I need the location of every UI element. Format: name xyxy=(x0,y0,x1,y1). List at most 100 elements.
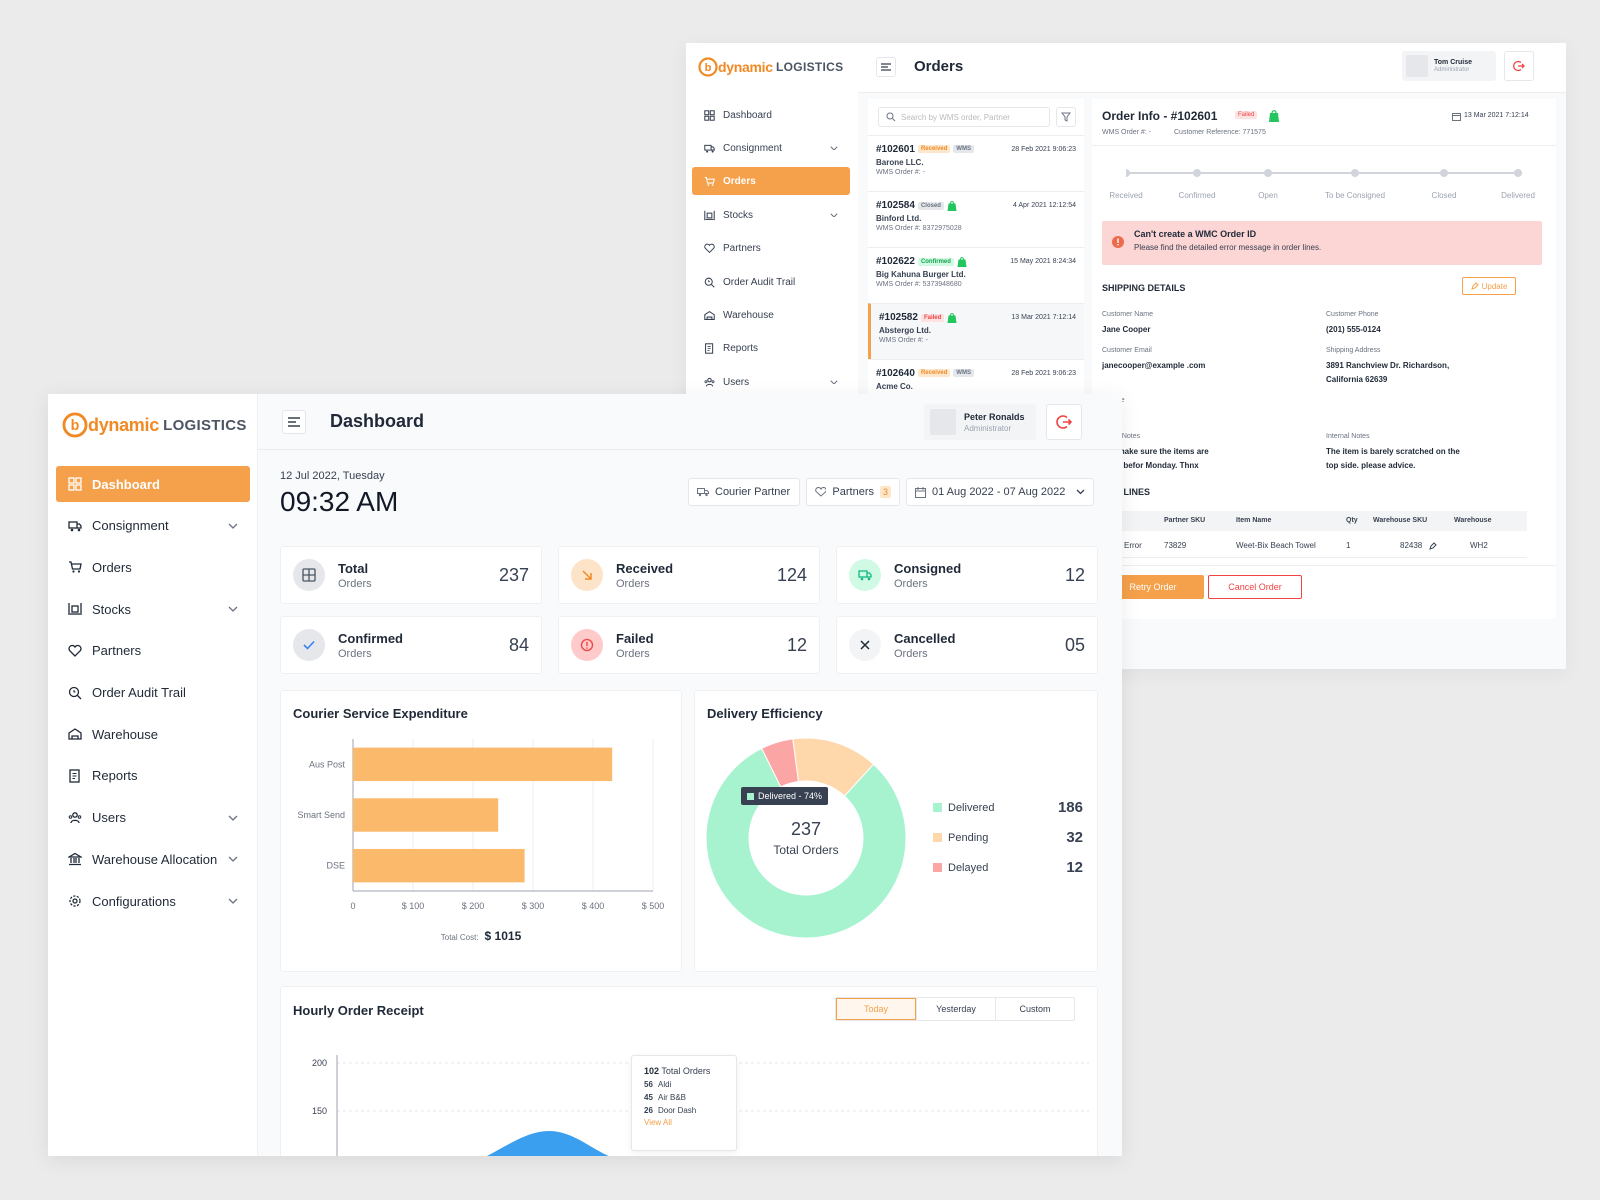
efficiency-chart-title: Delivery Efficiency xyxy=(707,706,823,721)
line-qty: 1 xyxy=(1346,541,1351,550)
sidebar-item-dashboard[interactable]: Dashboard xyxy=(692,101,850,129)
stat-card-confirmed[interactable]: Confirmed Orders 84 xyxy=(280,616,542,674)
filter-button[interactable] xyxy=(1056,107,1076,127)
order-list-item[interactable]: #102582 Failed Abstergo Ltd. WMS Order #: -… xyxy=(868,303,1084,359)
handshake-icon xyxy=(704,243,715,253)
user-profile[interactable]: Tom Cruise Administrator xyxy=(1402,51,1496,81)
sidebar-item-warehouse-allocation[interactable]: Warehouse Allocation xyxy=(56,841,250,877)
order-row-head: #102622 Confirmed xyxy=(876,256,1076,267)
sidebar-item-warehouse[interactable]: Warehouse xyxy=(692,301,850,329)
stat-card-cancelled[interactable]: Cancelled Orders 05 xyxy=(836,616,1098,674)
stat-subtitle: Orders xyxy=(338,648,372,660)
sidebar-item-order-audit-trail[interactable]: Order Audit Trail xyxy=(56,675,250,711)
error-banner: Can't create a WMC Order ID Please find … xyxy=(1102,221,1542,265)
order-list-item[interactable]: #102601 Received WMS Barone LLC. WMS Order #… xyxy=(868,135,1084,191)
shopify-icon xyxy=(1269,110,1279,122)
edit-icon[interactable] xyxy=(1428,541,1438,551)
tooltip-row-count: 56 xyxy=(644,1080,653,1089)
calendar-icon xyxy=(1452,113,1461,121)
lines-header-row xyxy=(1102,511,1527,531)
date-range-label: 01 Aug 2022 - 07 Aug 2022 xyxy=(932,486,1066,498)
order-status-badge: Received xyxy=(917,369,951,378)
stat-value: 12 xyxy=(1064,565,1085,585)
sidebar-item-reports[interactable]: Reports xyxy=(692,334,850,362)
sidebar-item-warehouse[interactable]: Warehouse xyxy=(56,716,250,752)
sidebar-item-orders[interactable]: Orders xyxy=(692,167,850,195)
order-list-item[interactable]: #102622 Confirmed Big Kahuna Burger Ltd. WM… xyxy=(868,247,1084,303)
sidebar-item-users[interactable]: Users xyxy=(56,800,250,836)
cart-icon xyxy=(704,176,715,186)
tab-custom[interactable]: Custom xyxy=(995,998,1074,1020)
sidebar-item-dashboard[interactable]: Dashboard xyxy=(56,466,250,502)
order-status-badge: Failed xyxy=(920,313,945,322)
logout-button[interactable] xyxy=(1504,51,1534,81)
partners-filter[interactable]: Partners 3 xyxy=(806,478,900,506)
bar-x-tick: $ 300 xyxy=(522,901,545,911)
order-list: Search by WMS order, Partner #102601 Rece… xyxy=(868,99,1084,439)
stat-card-failed[interactable]: Failed Orders 12 xyxy=(558,616,820,674)
tab-today[interactable]: Today xyxy=(836,998,916,1020)
sidebar-item-consignment[interactable]: Consignment xyxy=(56,508,250,544)
error-icon xyxy=(1112,236,1124,248)
user-profile[interactable]: Peter Ronalds Administrator xyxy=(924,404,1036,440)
tooltip-row-count: 26 xyxy=(644,1106,653,1115)
sidebar-item-label: Orders xyxy=(723,175,756,187)
view-all-link[interactable]: View All xyxy=(644,1118,672,1127)
wms-order: WMS Order #: - xyxy=(1102,129,1152,136)
sidebar-item-order-audit-trail[interactable]: Order Audit Trail xyxy=(692,268,850,296)
progress-step-label: To be Consigned xyxy=(1324,191,1386,200)
chevron-down-icon xyxy=(228,523,238,529)
hourly-chart-title: Hourly Order Receipt xyxy=(293,1003,424,1018)
order-date: 28 Feb 2021 9:06:23 xyxy=(1011,146,1076,153)
chevron-down-icon xyxy=(228,606,238,613)
stat-card-total[interactable]: Total Orders 237 xyxy=(280,546,542,604)
user-role: Administrator xyxy=(1434,67,1470,73)
stat-card-consigned[interactable]: Consigned Orders 12 xyxy=(836,546,1098,604)
courier-partner-label: Courier Partner xyxy=(715,486,791,498)
sidebar-item-users[interactable]: Users xyxy=(692,368,850,396)
sidebar-item-reports[interactable]: Reports xyxy=(56,758,250,794)
reports-icon xyxy=(705,342,714,354)
sidebar-item-partners[interactable]: Partners xyxy=(56,633,250,669)
order-list-item[interactable]: #102640 Received WMS Acme Co. 28 Feb 2021 9:… xyxy=(868,359,1084,415)
date-range-filter[interactable]: 01 Aug 2022 - 07 Aug 2022 xyxy=(906,478,1094,506)
sidebar-item-consignment[interactable]: Consignment xyxy=(692,134,850,162)
audit-icon xyxy=(68,686,82,699)
sidebar-item-orders[interactable]: Orders xyxy=(56,549,250,585)
stat-title: Confirmed xyxy=(338,631,403,646)
grid-icon xyxy=(302,568,316,582)
order-id: #102622 xyxy=(876,256,915,268)
area-series xyxy=(486,1131,609,1156)
legend-swatch xyxy=(933,833,942,842)
courier-partner-filter[interactable]: Courier Partner xyxy=(688,478,800,506)
logo-b: b xyxy=(705,62,712,74)
logout-button[interactable] xyxy=(1046,404,1082,440)
warehouse-icon xyxy=(704,310,715,320)
sidebar-item-configurations[interactable]: Configurations xyxy=(56,883,250,919)
order-row-head: #102584 Closed xyxy=(876,200,1076,211)
sidebar-item-label: Order Audit Trail xyxy=(723,276,796,288)
stat-title: Total xyxy=(338,561,369,576)
tab-yesterday[interactable]: Yesterday xyxy=(916,998,995,1020)
bar-x-tick: $ 200 xyxy=(462,901,485,911)
hourly-range-tabs: Today Yesterday Custom xyxy=(835,997,1075,1021)
shipping-inotes1: The item is barely scratched on the xyxy=(1326,447,1460,456)
menu-toggle-button[interactable] xyxy=(282,410,306,434)
menu-toggle-button[interactable] xyxy=(876,57,896,77)
update-button[interactable]: Update xyxy=(1462,277,1516,295)
truck-icon xyxy=(704,144,715,153)
stat-card-received[interactable]: Received Orders 124 xyxy=(558,546,820,604)
cancel-order-button[interactable]: Cancel Order xyxy=(1208,575,1302,599)
order-row-head: #102582 Failed xyxy=(879,312,1076,323)
logo-logistics: LOGISTICS xyxy=(776,60,844,74)
sidebar-item-stocks[interactable]: Stocks xyxy=(692,201,850,229)
order-list-item[interactable]: #102584 Closed Binford Ltd. WMS Order #: 83… xyxy=(868,191,1084,247)
delivery-efficiency-card: Delivery Efficiency 237 Total Orders Del… xyxy=(694,690,1098,972)
sidebar-item-label: Dashboard xyxy=(92,476,160,492)
shopify-icon xyxy=(957,257,967,267)
tooltip-row-name: Door Dash xyxy=(658,1106,697,1115)
sidebar-item-stocks[interactable]: Stocks xyxy=(56,591,250,627)
sidebar-item-partners[interactable]: Partners xyxy=(692,234,850,262)
search-input[interactable]: Search by WMS order, Partner xyxy=(878,107,1050,127)
legend-label: Pending xyxy=(948,831,989,844)
